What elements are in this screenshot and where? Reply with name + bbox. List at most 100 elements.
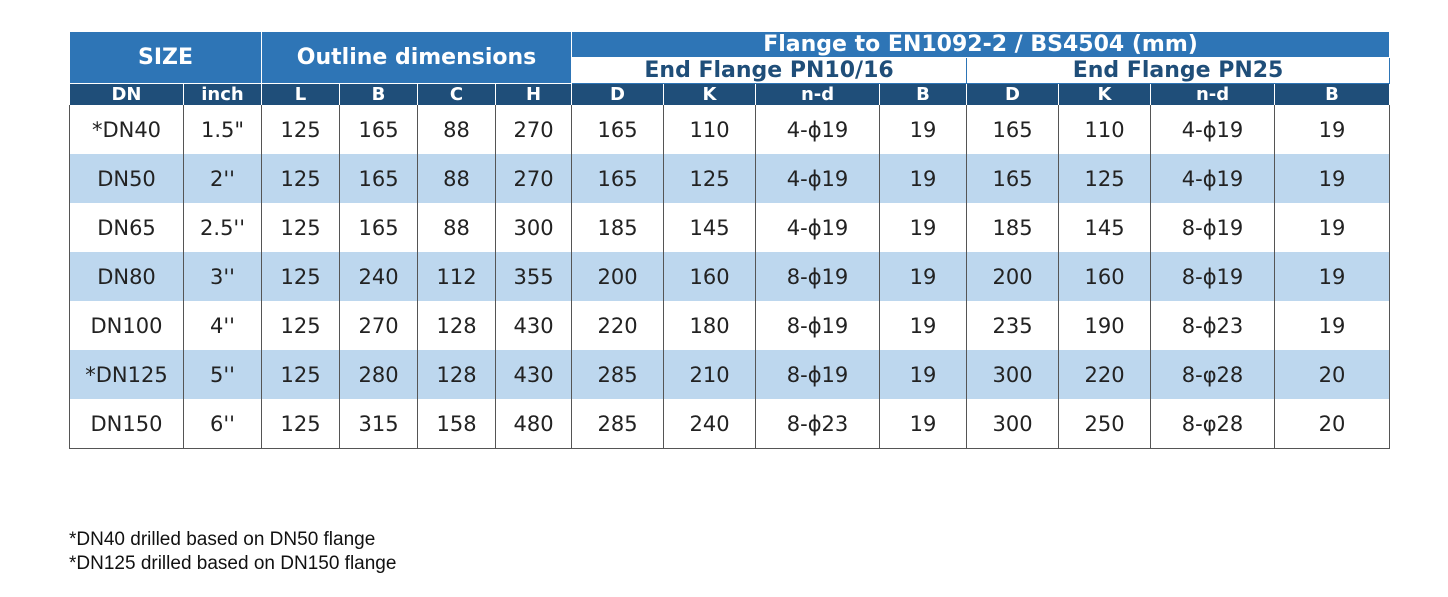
- col-header-pn16-d: D: [571, 83, 665, 105]
- table-cell: 125: [261, 154, 341, 203]
- table-cell: 430: [495, 301, 573, 350]
- size-header: SIZE: [68, 31, 263, 84]
- table-cell: 190: [1058, 301, 1152, 350]
- pn25-header: End Flange PN25: [966, 57, 1391, 84]
- footnotes: *DN40 drilled based on DN50 flange *DN12…: [69, 528, 396, 576]
- pn10-16-header: End Flange PN10/16: [571, 57, 968, 84]
- col-header-h: H: [495, 83, 573, 105]
- col-header-pn16-k: K: [663, 83, 757, 105]
- table-cell: 8-φ28: [1150, 399, 1276, 449]
- table-cell: 235: [966, 301, 1060, 350]
- table-cell: 180: [663, 301, 757, 350]
- table-cell: 125: [261, 350, 341, 399]
- table-cell: 200: [966, 252, 1060, 301]
- table-cell: 19: [1274, 154, 1391, 203]
- table-cell: 4-ϕ19: [1150, 154, 1276, 203]
- table-cell: 19: [879, 399, 968, 449]
- table-cell: 4-ϕ19: [755, 203, 881, 252]
- table-cell: 165: [571, 154, 665, 203]
- table-cell: 300: [966, 350, 1060, 399]
- table-cell: DN80: [69, 252, 184, 301]
- table-cell: 112: [417, 252, 497, 301]
- table-cell: 19: [879, 203, 968, 252]
- table-cell: 110: [663, 105, 757, 154]
- table-cell: 19: [1274, 252, 1391, 301]
- table-row: DN65 2.5'' 125 165 88 300 185 145 4-ϕ19 …: [69, 203, 1391, 252]
- table-cell: 125: [261, 252, 341, 301]
- table-cell: 88: [417, 105, 497, 154]
- table-cell: 315: [339, 399, 419, 449]
- col-header-pn16-nd: n-d: [755, 83, 881, 105]
- table-cell: 300: [495, 203, 573, 252]
- table-cell: 125: [261, 301, 341, 350]
- table-cell: 165: [339, 203, 419, 252]
- table-cell: 88: [417, 154, 497, 203]
- table-cell: DN150: [69, 399, 184, 449]
- outline-dimensions-header: Outline dimensions: [261, 31, 573, 84]
- flange-dimension-table: SIZE Outline dimensions Flange to EN1092…: [68, 31, 1391, 449]
- table-body: *DN40 1.5" 125 165 88 270 165 110 4-ϕ19 …: [69, 105, 1391, 449]
- table-cell: 240: [663, 399, 757, 449]
- table-cell: 2'': [182, 154, 263, 203]
- table-head: SIZE Outline dimensions Flange to EN1092…: [68, 31, 1391, 105]
- col-header-c: C: [417, 83, 497, 105]
- table-cell: DN50: [69, 154, 184, 203]
- table-cell: 240: [339, 252, 419, 301]
- table-row: DN100 4'' 125 270 128 430 220 180 8-ϕ19 …: [69, 301, 1391, 350]
- table-cell: 300: [966, 399, 1060, 449]
- table-cell: 160: [1058, 252, 1152, 301]
- table-cell: *DN40: [69, 105, 184, 154]
- table-cell: 4-ϕ19: [755, 154, 881, 203]
- table-cell: 4-ϕ19: [755, 105, 881, 154]
- table-cell: 6'': [182, 399, 263, 449]
- table-row: DN80 3'' 125 240 112 355 200 160 8-ϕ19 1…: [69, 252, 1391, 301]
- col-header-dn: DN: [69, 83, 184, 105]
- table-cell: 8-ϕ19: [755, 252, 881, 301]
- table-cell: 200: [571, 252, 665, 301]
- col-header-pn16-b: B: [879, 83, 968, 105]
- table-cell: 220: [571, 301, 665, 350]
- table-cell: 165: [339, 154, 419, 203]
- flange-dimension-table-wrapper: SIZE Outline dimensions Flange to EN1092…: [68, 31, 1391, 449]
- col-header-pn25-nd: n-d: [1150, 83, 1276, 105]
- table-cell: 158: [417, 399, 497, 449]
- table-cell: 8-ϕ19: [1150, 252, 1276, 301]
- table-cell: 145: [1058, 203, 1152, 252]
- table-cell: 160: [663, 252, 757, 301]
- table-cell: 270: [495, 154, 573, 203]
- table-cell: 4'': [182, 301, 263, 350]
- table-cell: 3'': [182, 252, 263, 301]
- table-cell: 128: [417, 301, 497, 350]
- table-cell: 165: [571, 105, 665, 154]
- table-row: *DN125 5'' 125 280 128 430 285 210 8-ϕ19…: [69, 350, 1391, 399]
- table-cell: 19: [879, 105, 968, 154]
- table-cell: 20: [1274, 399, 1391, 449]
- table-cell: 185: [966, 203, 1060, 252]
- table-cell: 19: [879, 301, 968, 350]
- col-header-pn25-b: B: [1274, 83, 1391, 105]
- table-cell: 185: [571, 203, 665, 252]
- table-cell: 19: [879, 252, 968, 301]
- footnote-dn125: *DN125 drilled based on DN150 flange: [69, 553, 397, 574]
- table-cell: 2.5'': [182, 203, 263, 252]
- table-cell: 8-ϕ19: [755, 350, 881, 399]
- table-cell: 280: [339, 350, 419, 399]
- table-cell: 125: [261, 105, 341, 154]
- table-cell: 250: [1058, 399, 1152, 449]
- table-cell: *DN125: [69, 350, 184, 399]
- table-cell: 8-ϕ19: [755, 301, 881, 350]
- table-cell: 19: [1274, 301, 1391, 350]
- table-cell: 125: [1058, 154, 1152, 203]
- table-cell: 355: [495, 252, 573, 301]
- table-cell: 285: [571, 399, 665, 449]
- table-cell: 88: [417, 203, 497, 252]
- table-cell: 165: [966, 154, 1060, 203]
- table-row: DN150 6'' 125 315 158 480 285 240 8-ϕ23 …: [69, 399, 1391, 449]
- table-row: *DN40 1.5" 125 165 88 270 165 110 4-ϕ19 …: [69, 105, 1391, 154]
- table-cell: DN100: [69, 301, 184, 350]
- col-header-b: B: [339, 83, 419, 105]
- table-cell: 110: [1058, 105, 1152, 154]
- table-cell: 8-ϕ23: [1150, 301, 1276, 350]
- table-cell: 125: [663, 154, 757, 203]
- table-cell: 125: [261, 399, 341, 449]
